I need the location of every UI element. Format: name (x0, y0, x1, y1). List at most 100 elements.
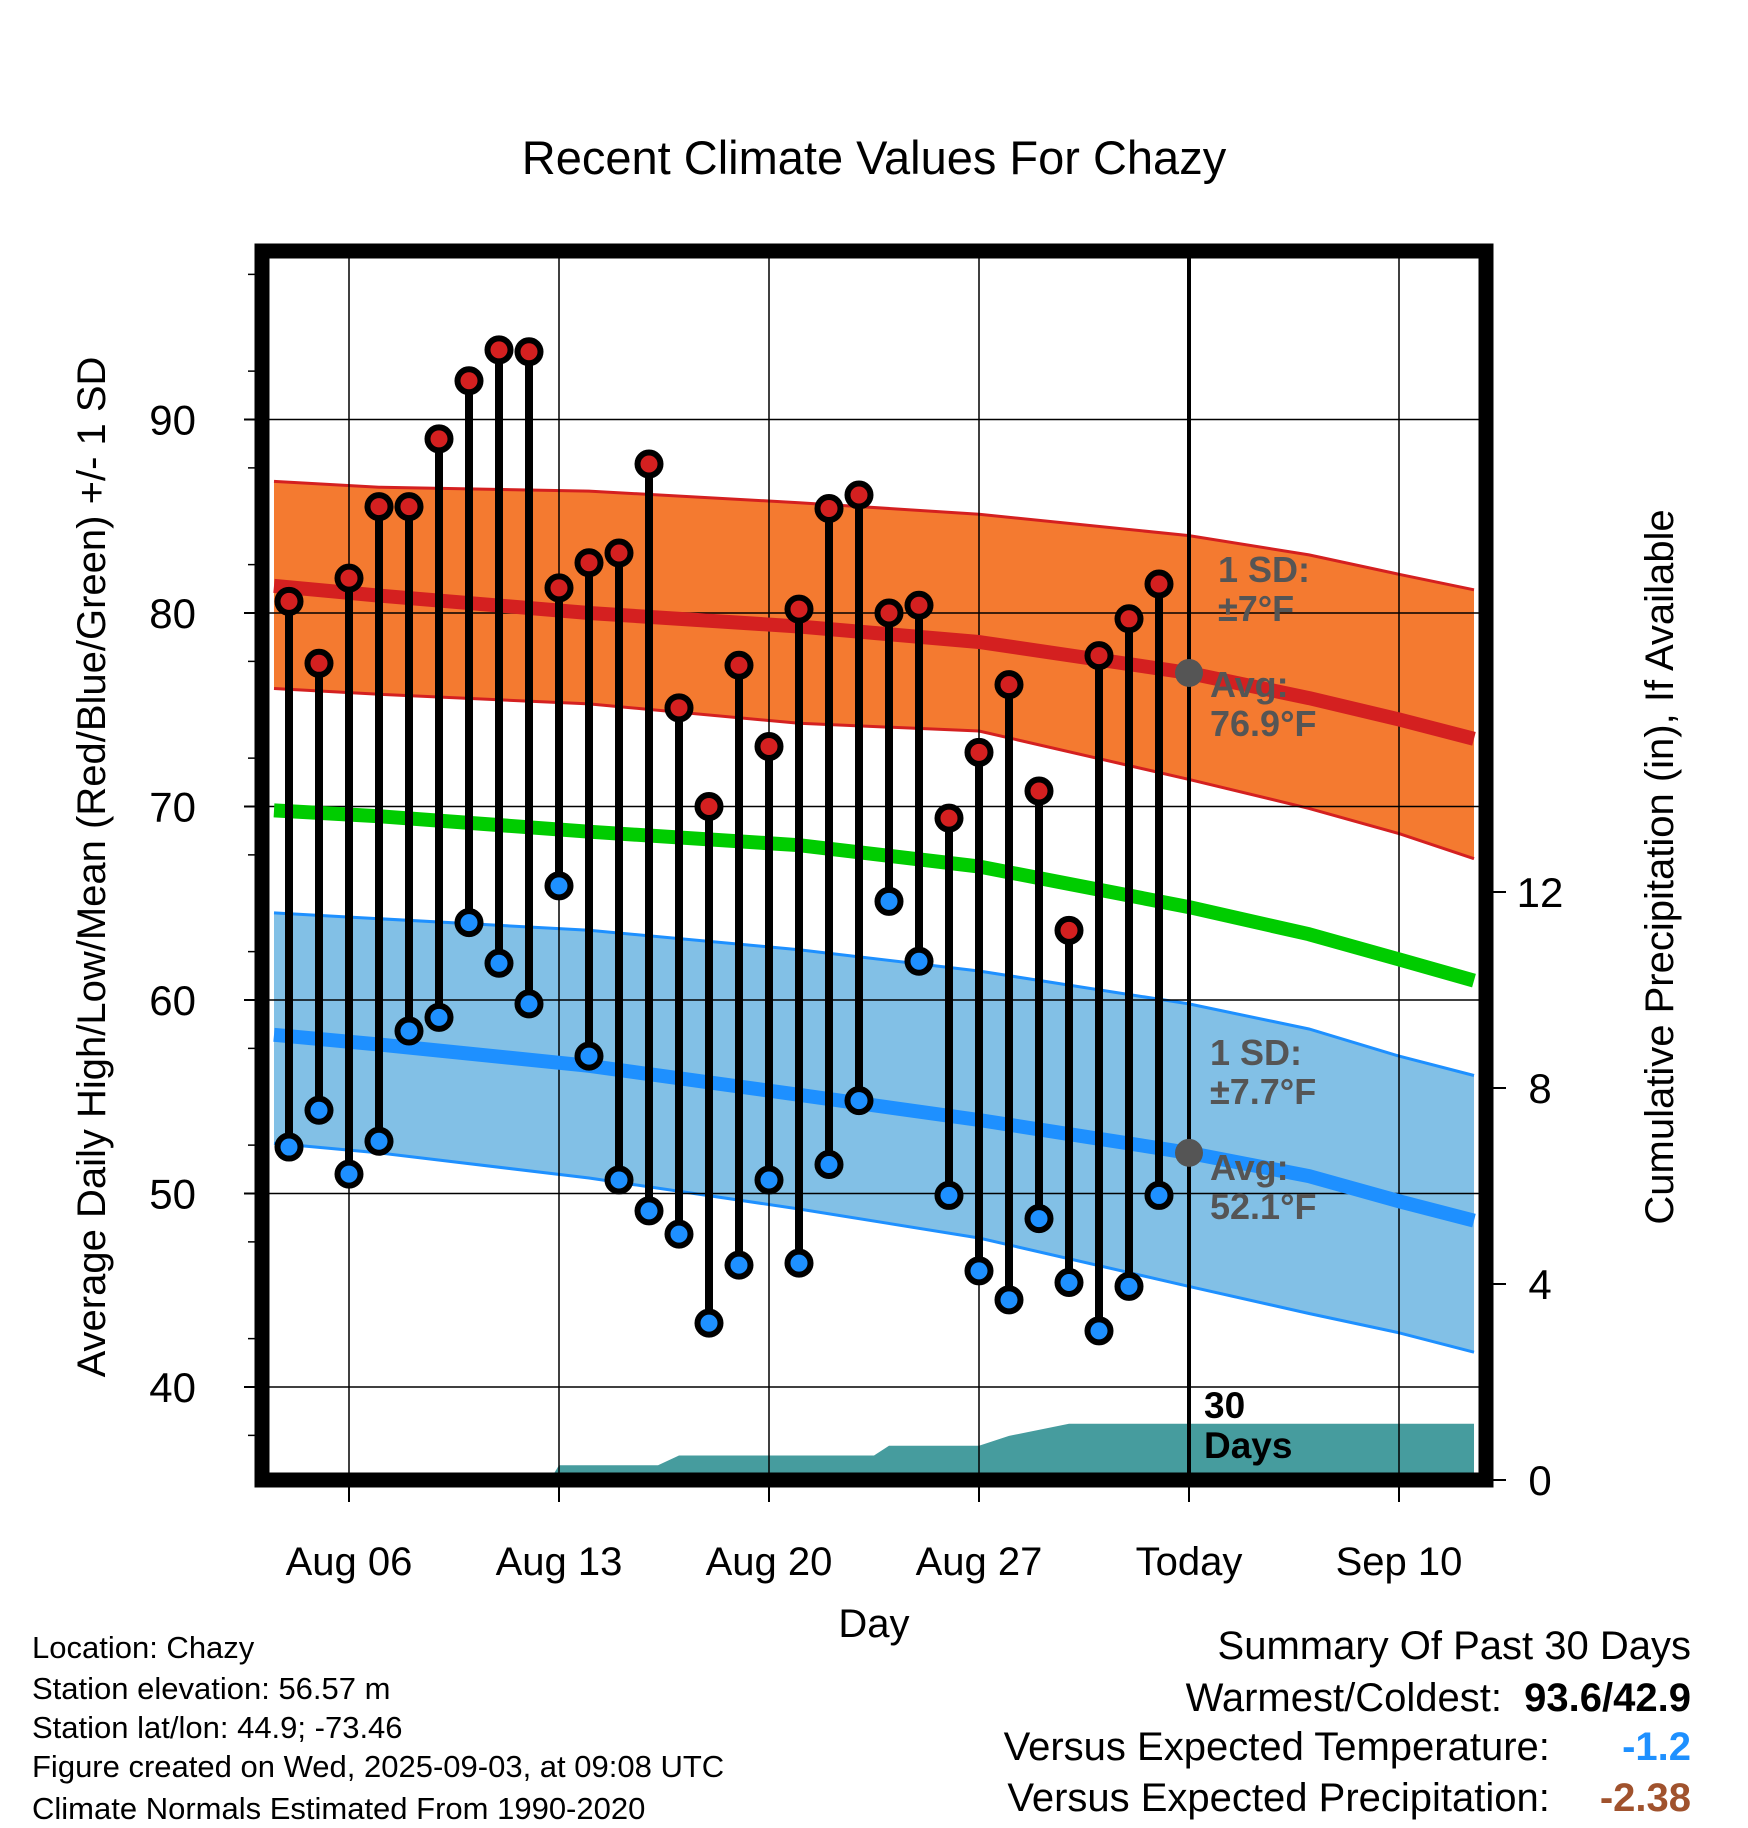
daily-high-point (274, 586, 304, 616)
daily-high-point (604, 538, 634, 568)
daily-low-point (634, 1196, 664, 1226)
daily-high-point (634, 449, 664, 479)
daily-low-point (424, 1002, 454, 1032)
daily-high-point (664, 693, 694, 723)
low-avg-annotation: Avg: 52.1°F (1210, 1147, 1316, 1227)
daily-low-point (304, 1095, 334, 1125)
daily-high-point (724, 650, 754, 680)
daily-high-point (994, 670, 1024, 700)
y-tick-label: 40 (149, 1364, 196, 1411)
daily-low-point (1144, 1180, 1174, 1210)
y-tick-label: 50 (149, 1171, 196, 1218)
daily-high-point (754, 732, 784, 762)
daily-high-point (1054, 915, 1084, 945)
y2-tick-label: 12 (1517, 869, 1564, 916)
daily-low-point (964, 1256, 994, 1286)
daily-low-point (994, 1285, 1024, 1315)
info-normals: Climate Normals Estimated From 1990-2020 (32, 1791, 646, 1826)
daily-low-point (814, 1149, 844, 1179)
low-avg-annotation-line: Avg: (1210, 1147, 1289, 1188)
y-tick-label: 90 (149, 397, 196, 444)
daily-high-point (544, 573, 574, 603)
daily-low-point (514, 989, 544, 1019)
daily-high-point (874, 598, 904, 628)
daily-high-point (364, 492, 394, 522)
summary-precip: Versus Expected Precipitation: -2.38 (1007, 1778, 1691, 1818)
daily-low-point (1114, 1271, 1144, 1301)
daily-high-point (1144, 569, 1174, 599)
daily-low-point (274, 1132, 304, 1162)
plot-frame (254, 243, 1494, 1488)
x-axis-label: Day (838, 1602, 909, 1646)
daily-low-point (334, 1159, 364, 1189)
precip-label: Versus Expected Precipitation: (1007, 1776, 1550, 1820)
daily-low-point (664, 1219, 694, 1249)
y-tick-label: 60 (149, 977, 196, 1024)
daily-high-point (424, 424, 454, 454)
daily-high-point (694, 792, 724, 821)
info-location: Location: Chazy (32, 1630, 255, 1665)
daily-low-point (544, 871, 574, 901)
low-avg-annotation-line: 52.1°F (1210, 1186, 1316, 1227)
daily-low-point (454, 908, 484, 938)
daily-high-point (814, 494, 844, 524)
high-sd-band (274, 481, 1474, 859)
daily-low-point (574, 1041, 604, 1071)
daily-high-point (1084, 641, 1114, 671)
daily-low-point (844, 1086, 874, 1116)
x-tick-label: Sep 10 (1336, 1540, 1463, 1584)
daily-low-point (934, 1180, 964, 1210)
daily-low-point (754, 1165, 784, 1195)
daily-low-point (394, 1016, 424, 1046)
info-elevation: Station elevation: 56.57 m (32, 1671, 391, 1706)
x-tick-label: Aug 06 (286, 1540, 413, 1584)
axes: 40 50 60 70 80 90 0 4 8 12 Aug 06 Aug 13 Aug 20 Aug 2… (149, 243, 1564, 1584)
x-tick-label: Aug 27 (916, 1540, 1043, 1584)
daily-high-point (574, 548, 604, 578)
normal-high-line (273, 578, 1476, 746)
today-low-avg-marker (1175, 1138, 1203, 1167)
daily-high-point (1114, 604, 1144, 634)
low-sd-annotation-line: 1 SD: (1210, 1032, 1302, 1073)
y-axis-label: Average Daily High/Low/Mean (Red/Blue/Gr… (70, 357, 114, 1378)
days-annotation-line: Days (1204, 1425, 1292, 1466)
daily-low-point (1054, 1268, 1084, 1298)
precip-value: -2.38 (1599, 1776, 1691, 1820)
daily-low-point (784, 1248, 814, 1278)
days-annotation-line: 30 (1204, 1385, 1245, 1426)
y-tick-label: 80 (149, 590, 196, 637)
daily-low-point (1084, 1316, 1114, 1346)
daily-low-point (694, 1308, 724, 1338)
y-tick-label: 70 (149, 784, 196, 831)
summary-temp: Versus Expected Temperature: -1.2 (1004, 1727, 1691, 1767)
daily-high-point (454, 366, 484, 396)
x-tick-label: Today (1136, 1540, 1243, 1584)
daily-low-point (724, 1250, 754, 1280)
chart-title: Recent Climate Values For Chazy (522, 131, 1227, 184)
y2-axis-label: Cumulative Precipitation (in), If Availa… (1638, 509, 1682, 1224)
high-avg-annotation-line: Avg: (1210, 664, 1289, 705)
y2-tick-label: 0 (1528, 1457, 1551, 1504)
daily-low-point (604, 1165, 634, 1195)
daily-high-point (964, 737, 994, 767)
daily-low-point (364, 1126, 394, 1156)
info-created: Figure created on Wed, 2025-09-03, at 09… (32, 1749, 725, 1784)
temp-label: Versus Expected Temperature: (1003, 1725, 1550, 1769)
daily-low-point (904, 946, 934, 976)
low-sd-annotation-line: ±7.7°F (1210, 1071, 1316, 1112)
y2-tick-label: 8 (1528, 1065, 1551, 1112)
daily-high-point (304, 648, 334, 678)
low-sd-annotation: 1 SD: ±7.7°F (1210, 1032, 1316, 1112)
info-latlon: Station lat/lon: 44.9; -73.46 (32, 1710, 403, 1745)
warm-cold-label: Warmest/Coldest: (1185, 1676, 1502, 1720)
x-tick-label: Aug 13 (496, 1540, 623, 1584)
precip-area (274, 1423, 1474, 1480)
daily-low-point (1024, 1204, 1054, 1234)
daily-high-point (784, 594, 814, 624)
daily-high-point (394, 492, 424, 522)
temp-value: -1.2 (1622, 1725, 1691, 1769)
high-avg-annotation-line: 76.9°F (1210, 703, 1316, 744)
